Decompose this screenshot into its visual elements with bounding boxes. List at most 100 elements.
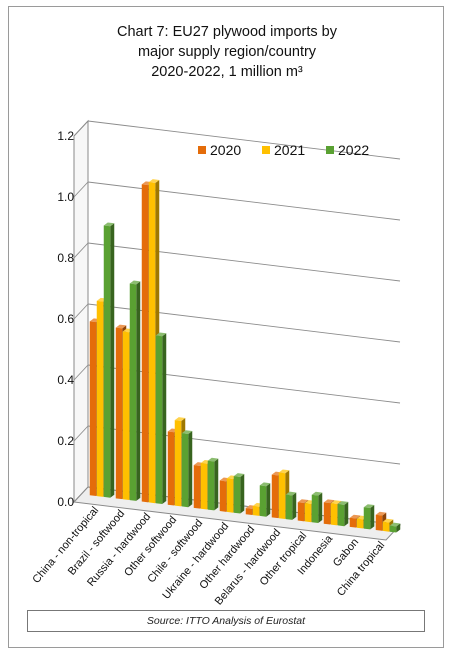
bar-front [219,480,227,512]
legend-swatch [198,146,206,154]
gridline-side [73,364,89,381]
y-tick-label: 1.0 [57,190,74,204]
bar-front [330,503,338,526]
bar-top [103,222,115,227]
bar-front [337,504,345,527]
bar-side [214,458,219,511]
bar-2022 [337,501,349,527]
bar-front [285,494,293,520]
gridline [87,242,401,282]
bar-front [233,476,241,514]
bar-top [233,473,245,477]
bar-2022 [155,332,167,505]
bar-front [193,465,201,509]
bar-2022 [311,491,323,524]
gridline [87,120,401,160]
bar-top [382,518,394,523]
bar-front [103,225,111,498]
chart-title-line-1: Chart 7: EU27 plywood imports by [116,24,337,40]
bar-front [259,485,267,517]
bar-side [266,483,271,517]
bar-top [297,499,309,504]
bar-front [181,433,189,508]
bar-front [245,508,253,516]
bar-2022 [181,430,193,508]
legend-label: 2020 [210,142,241,158]
bar-front [389,525,397,533]
legend-label: 2021 [274,142,305,158]
bar-2022 [129,280,141,501]
bar-top [278,469,290,474]
bar-top [330,500,342,505]
bar-side [240,473,245,514]
bar-side [318,492,323,524]
bar-2022 [207,457,219,511]
bar-top [259,482,271,487]
gridline-side [73,486,89,503]
bar-side [162,333,167,505]
bar-top [155,332,167,337]
bar-top [311,491,323,496]
legend-swatch [262,146,270,154]
bar-front [363,507,371,530]
y-tick-label: 0.8 [57,251,74,265]
gridline [87,181,401,221]
legend-label: 2022 [338,142,369,158]
bar-front [155,335,163,505]
bar-side [110,223,115,498]
y-axis-ticks: 0.0 0.2 0.4 0.6 0.8 1.0 1.2 [57,129,74,509]
bar-top [375,511,387,516]
bar-front [304,503,312,523]
bar-2022 [259,482,271,517]
y-tick-label: 0.6 [57,312,74,326]
bar-side [188,431,193,508]
bar-2022 [363,504,375,530]
bar-front [122,331,130,501]
bar-front [89,321,97,497]
bar-front [129,283,137,501]
bar-front [115,327,123,500]
gridline-side [73,181,89,198]
bar-front [141,184,149,503]
bar-front [252,505,260,516]
chart-legend: 2020 2021 2022 [198,142,369,158]
y-tick-label: 0.4 [57,373,74,387]
bar-top [363,504,375,509]
y-tick-label: 1.2 [57,129,74,143]
y-tick-label: 0.0 [57,495,74,509]
bar-front [148,182,156,504]
bar-side [344,501,349,527]
bar-side [396,523,401,533]
source-note: Source: ITTO Analysis of Eurostat [27,610,425,632]
bar-front [174,420,182,507]
chart-bars [89,179,401,533]
legend-swatch [326,146,334,154]
legend-item-2020: 2020 [198,142,241,158]
bar-top [337,501,349,505]
bar-front [297,502,305,522]
bar-top [389,522,401,527]
bar-2022 [103,222,115,498]
bar-2022 [389,522,401,533]
bar-side [136,281,141,501]
bar-top [349,514,361,519]
bar-front [278,472,286,520]
bar-front [323,502,331,525]
bar-front [96,300,104,497]
bar-top [129,280,141,285]
bar-2022 [233,473,245,514]
legend-item-2021: 2021 [262,142,305,158]
bar-top [148,179,160,183]
bar-top [323,499,335,504]
chart-title-line-3: 2020-2022, 1 million m³ [151,64,303,80]
bar-top [207,457,219,462]
bar-front [375,514,383,531]
bar-front [356,518,364,529]
bar-front [200,462,208,510]
legend-item-2022: 2022 [326,142,369,158]
bar-front [226,478,234,513]
gridline-side [73,242,89,259]
chart-title: Chart 7: EU27 plywood imports by major s… [0,22,454,82]
bar-top [181,430,193,435]
